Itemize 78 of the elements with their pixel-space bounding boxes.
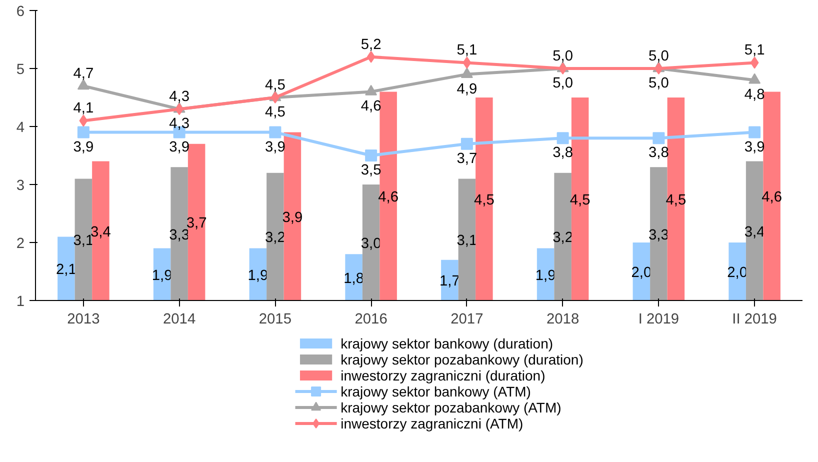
data-label: 3,8 xyxy=(552,145,573,162)
y-tick-label: 4 xyxy=(16,120,25,136)
data-label: 3,0 xyxy=(360,236,382,252)
y-tick-label: 5 xyxy=(16,62,25,78)
point xyxy=(556,132,569,144)
data-label: 3,9 xyxy=(744,139,765,156)
legend-label: krajowy sektor bankowy (ATM) xyxy=(340,384,531,400)
data-label: 1,9 xyxy=(248,268,268,284)
data-label: 4,5 xyxy=(666,192,686,208)
legend-label: inwestorzy zagraniczni (ATM) xyxy=(340,416,524,432)
data-label: 3,9 xyxy=(282,210,303,226)
data-label: 4,6 xyxy=(378,190,399,206)
point xyxy=(748,126,761,138)
x-tick-label: II 2019 xyxy=(732,312,777,328)
data-label: 4,1 xyxy=(73,100,94,117)
point xyxy=(652,132,665,144)
x-tick-label: 2018 xyxy=(546,312,580,328)
data-label: 3,1 xyxy=(456,233,478,250)
data-label: 3,5 xyxy=(360,162,382,178)
point xyxy=(462,56,472,69)
y-tick-label: 3 xyxy=(16,178,25,194)
data-label: 3,4 xyxy=(744,224,765,240)
data-label: 4,8 xyxy=(744,87,765,104)
point xyxy=(460,138,473,150)
data-label: 3,2 xyxy=(552,230,573,246)
point xyxy=(460,67,473,78)
data-label: 4,5 xyxy=(570,192,590,208)
data-label: 5,0 xyxy=(552,76,573,92)
point xyxy=(750,56,759,69)
data-label: 4,7 xyxy=(73,66,94,82)
point xyxy=(269,126,282,138)
data-label: 5,1 xyxy=(456,42,478,59)
x-tick-label: 2016 xyxy=(354,312,388,328)
data-label: 3,9 xyxy=(265,139,286,156)
data-label: 3,3 xyxy=(648,227,669,244)
data-label: 3,9 xyxy=(169,139,190,156)
data-label: 5,2 xyxy=(360,36,382,53)
data-label: 5,0 xyxy=(648,76,669,92)
data-label: 2,1 xyxy=(56,262,76,278)
legend-label: inwestorzy zagraniczni (duration) xyxy=(340,368,546,384)
point xyxy=(77,79,90,90)
point xyxy=(365,150,378,162)
data-label: 4,5 xyxy=(474,192,494,208)
data-label: 1,7 xyxy=(439,274,460,290)
y-tick-label: 2 xyxy=(16,236,25,252)
x-tick-label: 2013 xyxy=(67,312,100,328)
x-tick-label: 2017 xyxy=(450,312,484,328)
data-label: 3,9 xyxy=(73,139,94,156)
data-label: 4,5 xyxy=(265,78,286,94)
data-label: 3,4 xyxy=(90,224,111,240)
data-label: 5,0 xyxy=(648,48,669,64)
data-label: 2,0 xyxy=(631,265,652,281)
data-label: 4,6 xyxy=(360,98,382,115)
legend-label: krajowy sektor pozabankowy (duration) xyxy=(340,352,584,368)
point xyxy=(79,114,88,127)
data-label: 4,9 xyxy=(456,81,478,98)
data-label: 5,1 xyxy=(744,42,765,59)
legend-label: krajowy sektor pozabankowy (ATM) xyxy=(340,400,562,416)
x-tick-label: I 2019 xyxy=(638,312,680,328)
legend-label: krajowy sektor bankowy (duration) xyxy=(340,336,554,352)
data-label: 4,3 xyxy=(169,89,190,106)
data-label: 1,9 xyxy=(535,268,556,284)
data-label: 3,2 xyxy=(265,230,286,246)
data-label: 3,8 xyxy=(648,145,669,162)
data-label: 5,0 xyxy=(552,48,573,64)
data-label: 4,6 xyxy=(762,190,782,206)
point xyxy=(748,73,761,84)
data-label: 4,5 xyxy=(265,104,286,120)
data-label: 4,3 xyxy=(169,116,190,132)
data-label: 3,7 xyxy=(456,150,478,167)
point xyxy=(365,84,378,96)
data-label: 1,9 xyxy=(152,268,172,284)
x-tick-label: 2014 xyxy=(163,312,196,328)
y-tick-label: 1 xyxy=(16,294,25,310)
y-tick-label: 6 xyxy=(16,4,25,20)
point xyxy=(77,126,90,138)
point xyxy=(366,50,376,63)
x-tick-label: 2015 xyxy=(258,312,292,328)
